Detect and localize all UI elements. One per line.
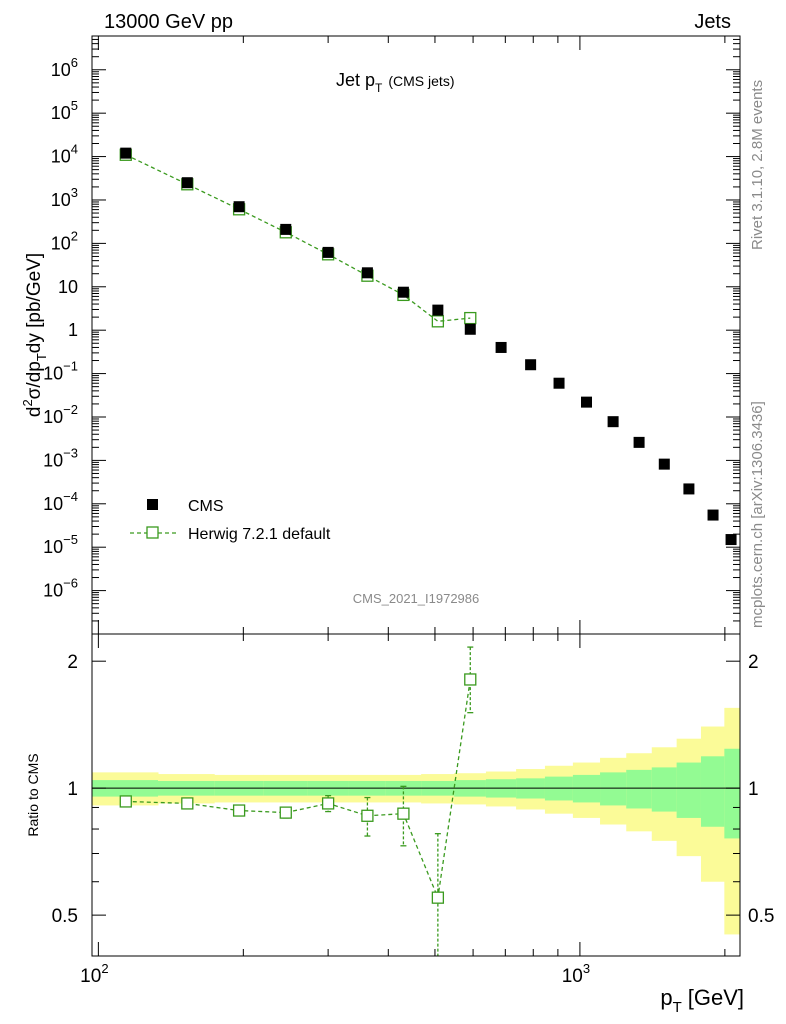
cms-point [432,304,444,316]
ratio-point [397,807,410,820]
y-tick-label: 10−6 [43,576,78,601]
cms-point [233,201,245,213]
ratio-point [431,891,445,904]
main-y-axis-label: d2σ/dpTdy [pb/GeV] [20,253,49,417]
y-tick-label: 1 [68,320,78,340]
plot-title: Jet pT (CMS jets) [336,70,455,95]
y-tick-label: 10−2 [43,402,78,427]
y-tick-label: 10−3 [43,445,78,470]
ratio-y-tick-label-right: 2 [748,652,759,673]
cms-series [120,147,737,546]
cms-point [707,509,719,521]
legend-cms-marker [147,499,158,510]
band-inner [700,756,725,827]
cms-point [581,396,593,408]
y-tick-label: 10−5 [43,532,78,557]
analysis-watermark: CMS_2021_I1972986 [353,591,480,606]
header-right-label: Jets [694,11,731,33]
ratio-y-tick-label-left: 2 [67,652,78,673]
main-panel: 10610510410310210110−110−210−310−410−510… [20,35,741,635]
y-tick-label: 105 [51,98,78,123]
y-tick-label: 103 [51,185,78,210]
cms-point [607,416,619,428]
ratio-point [181,797,194,810]
cms-point [495,341,507,353]
ratio-y-tick-label-right: 1 [748,779,759,800]
cms-point [464,323,476,335]
cms-point [633,436,645,448]
ratio-y-axis-label: Ratio to CMS [25,753,41,836]
cms-point [683,483,695,495]
herwig-series [119,148,477,328]
mcplots-label: mcplots.cern.ch [arXiv:1306.3436] [749,401,766,628]
cms-point [553,377,565,389]
y-tick-label: 10−4 [43,489,78,514]
main-axis-ticks [92,35,740,635]
ratio-point [119,795,132,808]
ratio-uncertainty-bands [92,707,741,935]
ratio-frame [91,633,741,957]
band-inner [724,748,741,839]
band-inner [572,774,601,803]
y-tick-label: 104 [51,142,78,167]
rivet-version-label: Rivet 3.1.10, 2.8M events [749,80,766,250]
y-tick-label: 106 [51,55,78,80]
ratio-point [232,804,246,817]
ratio-point [464,673,477,686]
cms-point [361,267,373,279]
ratio-point [279,806,292,819]
y-tick-label: 10−1 [43,359,78,384]
cms-point [397,286,409,298]
herwig-line [125,154,471,322]
y-tick-label: 10 [58,277,78,297]
herwig-point [431,315,445,328]
y-tick-label: 102 [51,228,78,253]
legend-cms-label: CMS [188,498,224,515]
cms-point [725,534,737,546]
ratio-panel: 2 2 1 1 0.5 0.5 Ratio to CMS [25,633,775,957]
legend-herwig-label: Herwig 7.2.1 default [188,526,331,543]
main-y-tick-labels: 10610510410310210110−110−210−310−410−510… [43,55,78,601]
band-inner [651,767,678,812]
header-left-label: 13000 GeV pp [104,11,233,33]
legend: CMS Herwig 7.2.1 default [130,498,331,543]
cms-point [120,147,132,159]
cms-point [658,458,670,470]
x-tick-label: 102 [80,961,108,987]
cms-point [181,177,193,189]
x-axis-label: pT [GeV] [660,985,744,1016]
ratio-y-tick-label-left: 1 [67,779,78,800]
cms-point [280,223,292,235]
ratio-y-tick-label-left: 0.5 [52,906,78,927]
x-tick-label: 103 [562,961,590,987]
ratio-y-tick-labels: 2 2 1 1 0.5 0.5 [52,652,775,927]
cms-point [322,246,334,258]
ratio-y-tick-label-right: 0.5 [748,906,774,927]
ratio-axis-ticks [92,634,740,957]
herwig-point [464,311,477,325]
cms-point [525,359,537,371]
band-inner [626,769,653,809]
x-tick-labels: 102 103 [80,961,590,987]
main-frame [91,35,741,635]
legend-herwig-marker [146,526,159,539]
band-inner [676,762,702,818]
ratio-point [361,809,374,822]
ratio-herwig-series [119,646,477,956]
band-inner [600,772,627,806]
ratio-point [321,797,335,810]
